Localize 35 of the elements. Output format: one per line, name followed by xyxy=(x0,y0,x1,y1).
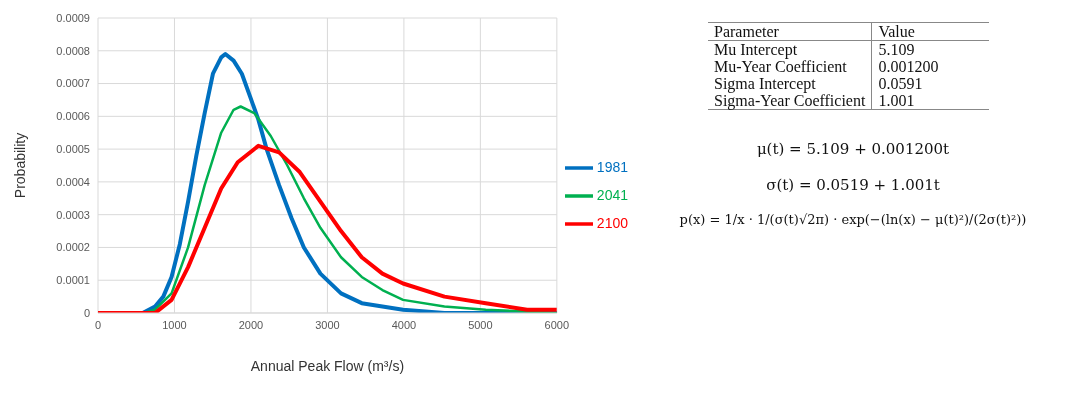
y-tick-label: 0.0001 xyxy=(56,274,90,287)
text: Sigma Intercept xyxy=(708,75,872,92)
x-tick-label: 4000 xyxy=(391,318,417,331)
x-tick-label: 6000 xyxy=(544,318,570,331)
text: 1.001 xyxy=(871,92,990,110)
y-tick-label: 0.0008 xyxy=(56,44,90,57)
y-tick-label: 0.0006 xyxy=(56,110,90,123)
y-tick-label: 0.0007 xyxy=(56,77,90,90)
legend-label: 2041 xyxy=(596,186,628,203)
text: Value xyxy=(871,22,990,41)
y-tick-label: 0.0005 xyxy=(56,143,90,156)
y-tick-label: 0 xyxy=(83,306,90,319)
legend-label: 1981 xyxy=(596,158,628,175)
text: Mu Intercept xyxy=(708,40,872,58)
text: p(x) = 1/x · 1/(σ(t)√2π) · exp(−(ln(x) − μ(t)²)/(2σ(t)²)) xyxy=(678,212,1028,227)
x-tick-label: 0 xyxy=(94,318,102,331)
x-tick-label: 5000 xyxy=(468,318,493,331)
y-tick-label: 0.0002 xyxy=(56,241,90,254)
text: 0.0591 xyxy=(877,75,924,92)
x-tick-label: 1000 xyxy=(162,318,187,331)
x-axis-title: Annual Peak Flow (m³/s) xyxy=(250,357,405,374)
text: 5.109 xyxy=(877,40,916,58)
y-tick-label: 0.0009 xyxy=(56,11,90,24)
y-axis-title: Probability xyxy=(11,132,28,199)
y-tick-label: 0.0004 xyxy=(56,175,90,188)
text: μ(t) = 5.109 + 0.001200t xyxy=(755,140,951,158)
text: σ(t) = 0.0519 + 1.001t xyxy=(765,176,941,194)
text: Mu-Year Coefficient xyxy=(708,58,872,75)
legend-label: 2100 xyxy=(596,214,628,231)
text: 0.001200 xyxy=(877,58,940,75)
text: Parameter xyxy=(708,22,872,41)
text: Sigma-Year Coefficient xyxy=(708,92,872,110)
y-tick-label: 0.0003 xyxy=(56,208,90,221)
x-tick-label: 3000 xyxy=(315,318,340,331)
x-tick-label: 2000 xyxy=(238,318,264,331)
